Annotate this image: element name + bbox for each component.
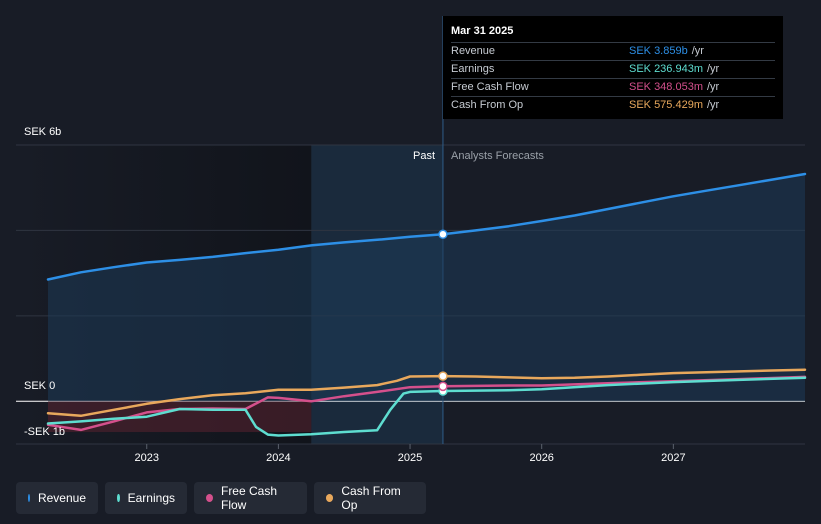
legend-item-free-cash-flow[interactable]: Free Cash Flow <box>194 482 307 514</box>
tooltip-row-free-cash-flow: Free Cash Flow SEK 348.053m /yr <box>451 78 775 96</box>
legend-label: Revenue <box>37 491 86 505</box>
tooltip-label: Revenue <box>451 45 496 57</box>
legend-label: Cash From Op <box>341 484 401 512</box>
tooltip-label: Earnings <box>451 63 495 75</box>
y-tick-label-0: SEK 0 <box>24 380 56 392</box>
tooltip-row-earnings: Earnings SEK 236.943m /yr <box>451 60 775 78</box>
legend-label: Free Cash Flow <box>220 484 278 512</box>
past-label: Past <box>412 150 435 162</box>
x-axis: 2023 2024 2025 2026 2027 <box>134 444 686 464</box>
y-tick-label-neg-1b: -SEK 1b <box>24 426 65 438</box>
data-point-revenue <box>438 229 448 240</box>
series-line-free-cash-flow <box>46 375 807 432</box>
tooltip-value: SEK 236.943m <box>629 63 703 75</box>
tooltip-value: SEK 575.429m <box>629 99 703 111</box>
tooltip-value: SEK 348.053m <box>629 81 703 93</box>
tooltip-value: SEK 3.859b <box>629 45 688 57</box>
chart-markers <box>438 229 448 396</box>
tooltip-unit: /yr <box>707 99 720 111</box>
revenue-area <box>48 174 805 402</box>
legend-item-earnings[interactable]: Earnings <box>105 482 187 514</box>
legend-dot-icon <box>117 494 120 502</box>
tooltip-row-revenue: Revenue SEK 3.859b /yr <box>451 42 775 60</box>
forecast-label: Analysts Forecasts <box>451 150 544 162</box>
data-point-cash-from-op <box>438 371 448 381</box>
tooltip-row-cash-from-op: Cash From Op SEK 575.429m /yr <box>451 96 775 114</box>
x-tick-label: 2023 <box>134 452 158 464</box>
tooltip-unit: /yr <box>691 45 704 57</box>
tooltip-unit: /yr <box>707 81 720 93</box>
legend-dot-icon <box>28 494 30 502</box>
legend-dot-icon <box>326 494 334 502</box>
legend-item-cash-from-op[interactable]: Cash From Op <box>314 482 426 514</box>
legend-dot-icon <box>206 494 213 502</box>
legend-item-revenue[interactable]: Revenue <box>16 482 98 514</box>
x-tick-label: 2024 <box>266 452 290 464</box>
legend: Revenue Earnings Free Cash Flow Cash Fro… <box>16 482 426 514</box>
x-tick-label: 2026 <box>529 452 553 464</box>
chart-lines <box>46 172 807 437</box>
y-tick-label-6b: SEK 6b <box>24 126 62 138</box>
series-line-revenue <box>46 172 807 281</box>
tooltip: Mar 31 2025 Revenue SEK 3.859b /yr Earni… <box>443 16 783 119</box>
x-tick-label: 2025 <box>398 452 422 464</box>
tooltip-unit: /yr <box>707 63 720 75</box>
x-tick-label: 2027 <box>661 452 685 464</box>
series-line-cash-from-op <box>46 368 807 418</box>
series-line-earnings <box>46 376 807 437</box>
data-point-free-cash-flow <box>438 381 448 392</box>
tooltip-label: Cash From Op <box>451 99 524 111</box>
tooltip-label: Free Cash Flow <box>451 81 529 93</box>
tooltip-date: Mar 31 2025 <box>451 25 514 37</box>
legend-label: Earnings <box>127 491 175 505</box>
